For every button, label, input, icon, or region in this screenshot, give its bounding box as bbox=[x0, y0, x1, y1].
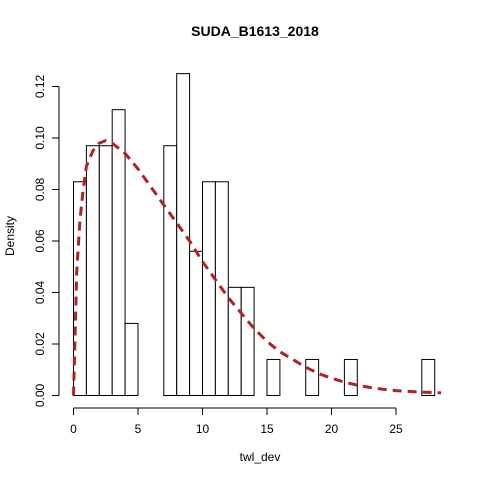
y-tick-label: 0.04 bbox=[33, 280, 47, 304]
histogram-bar bbox=[421, 358, 436, 397]
x-tick-label: 10 bbox=[196, 422, 210, 436]
y-tick-label: 0.10 bbox=[33, 126, 47, 150]
histogram-bar bbox=[85, 145, 100, 396]
x-tick-label: 25 bbox=[389, 422, 403, 436]
histogram-bar bbox=[124, 322, 139, 396]
y-tick-label: 0.06 bbox=[33, 229, 47, 253]
x-axis-label: twl_dev bbox=[240, 450, 281, 464]
x-tick-label: 15 bbox=[260, 422, 274, 436]
y-axis: 0.00 0.02 0.04 0.06 0.08 0.10 0.12 bbox=[33, 74, 60, 407]
x-axis: 0 5 10 15 20 25 bbox=[70, 407, 403, 436]
histogram-bar bbox=[240, 286, 255, 397]
y-tick-label: 0.00 bbox=[33, 383, 47, 407]
histogram-bar bbox=[305, 358, 320, 397]
x-tick-label: 5 bbox=[135, 422, 142, 436]
x-tick-label: 20 bbox=[325, 422, 339, 436]
histogram-bar bbox=[343, 358, 358, 397]
y-tick-label: 0.02 bbox=[33, 332, 47, 356]
histogram-bar bbox=[189, 250, 204, 396]
histogram-bar bbox=[176, 73, 191, 397]
y-tick-label: 0.12 bbox=[33, 74, 47, 98]
histogram-bar bbox=[266, 358, 281, 397]
x-tick-label: 0 bbox=[70, 422, 77, 436]
histogram-bar bbox=[163, 145, 178, 396]
histogram-bars bbox=[73, 73, 436, 397]
histogram-bar bbox=[111, 109, 126, 397]
histogram-bar bbox=[202, 181, 216, 396]
density-curve bbox=[72, 138, 442, 396]
chart-title: SUDA_B1613_2018 bbox=[191, 23, 319, 39]
y-axis-label: Density bbox=[3, 216, 17, 256]
y-tick-label: 0.08 bbox=[33, 177, 47, 201]
histogram-bar bbox=[98, 145, 113, 396]
